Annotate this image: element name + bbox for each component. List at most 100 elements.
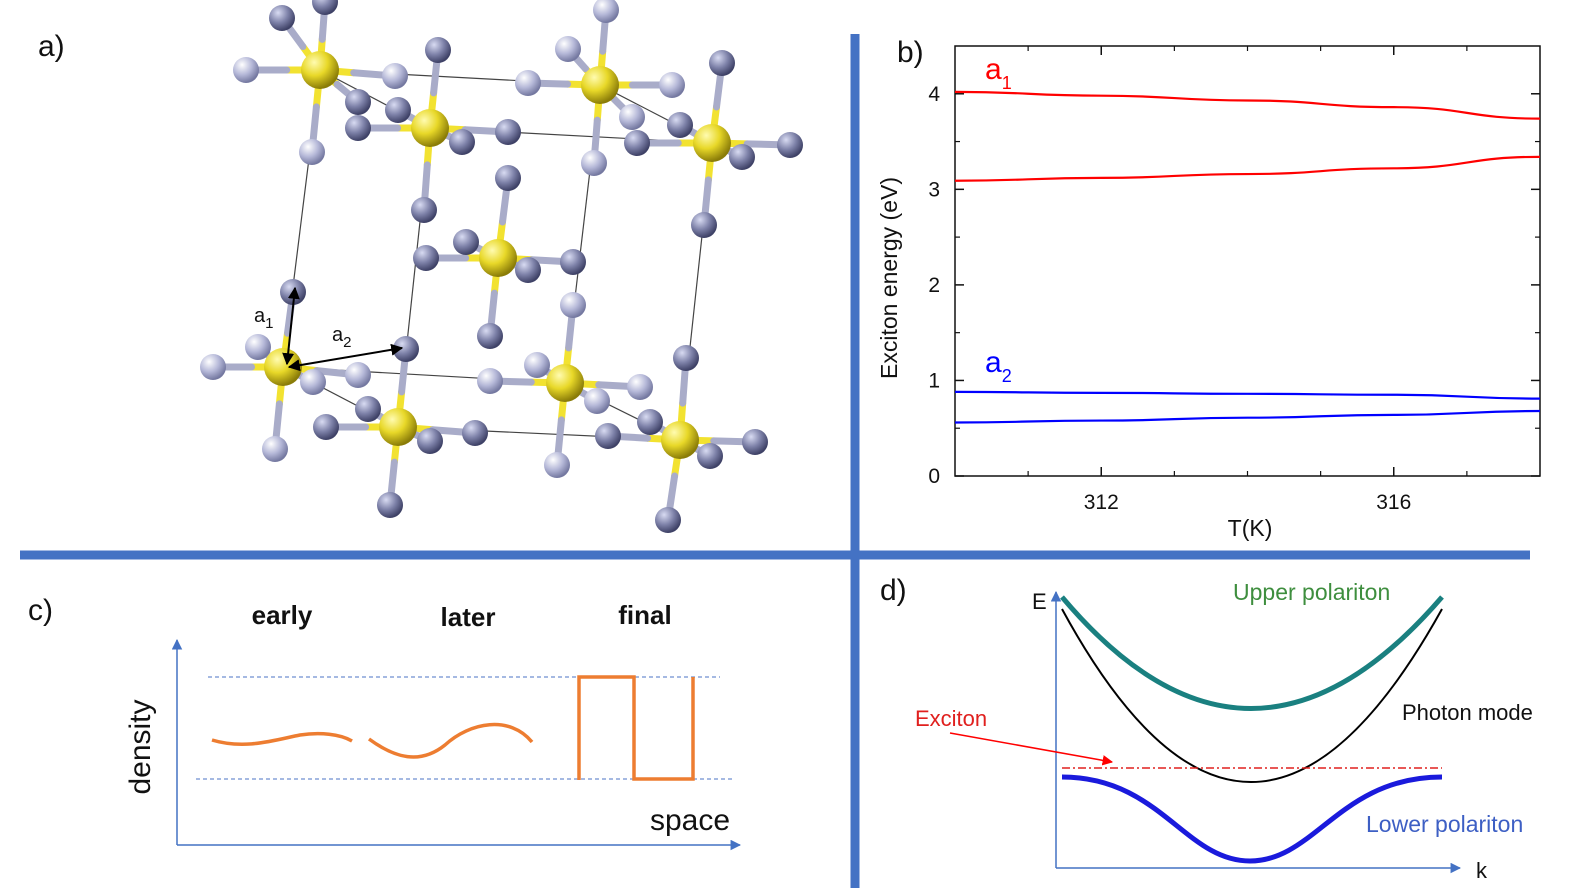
panel-c-label: c) (28, 594, 53, 627)
ligand-atom (691, 212, 717, 238)
y-tick-label: 2 (928, 274, 940, 297)
ligand-atom (595, 423, 621, 449)
ligand-atom (729, 144, 755, 170)
ligand-atom (581, 150, 607, 176)
photon-mode-label: Photon mode (1402, 700, 1533, 725)
ligand-atom (385, 97, 411, 123)
metal-atom (264, 348, 302, 386)
upper-polariton-label: Upper polariton (1233, 579, 1390, 605)
ligand-atom (560, 249, 586, 275)
x-tick-label: 316 (1376, 491, 1411, 514)
momentum-axis-label: k (1476, 858, 1488, 883)
ligand-atom (515, 257, 541, 283)
energy-axis-label: E (1032, 589, 1047, 614)
panel-d: d) E k Upper polariton Photon mode Excit… (880, 574, 1533, 883)
ligand-atom (299, 139, 325, 165)
y-tick-label: 4 (928, 83, 940, 106)
upper-polariton-curve (1060, 595, 1444, 711)
ligand-atom (555, 36, 581, 62)
metal-atom (411, 109, 449, 147)
exciton-arrow (949, 732, 1114, 766)
ligand-atom (453, 229, 479, 255)
ligand-atom (345, 115, 371, 141)
ligand-atom (462, 420, 488, 446)
stage-label-early: early (252, 600, 313, 630)
ligand-atom (655, 507, 681, 533)
density-curve-later (367, 722, 534, 759)
ligand-atom (624, 130, 650, 156)
series-line-a2-2 (954, 390, 1541, 400)
metal-atom (693, 124, 731, 162)
y-tick-label: 0 (928, 465, 940, 488)
lower-polariton-curve (1061, 774, 1443, 864)
ligand-atom (413, 245, 439, 271)
density-axis-label: density (124, 699, 157, 794)
ligand-atom (345, 362, 371, 388)
ligand-atom (709, 50, 735, 76)
ligand-atom (515, 70, 541, 96)
ligand-atom (262, 436, 288, 462)
metal-atom (581, 66, 619, 104)
ligand-atom (200, 354, 226, 380)
lower-polariton-label: Lower polariton (1366, 811, 1523, 837)
metal-atom (661, 421, 699, 459)
ligand-atom (667, 112, 693, 138)
ligand-atom (495, 165, 521, 191)
atoms (200, 0, 803, 533)
x-axis-label: T(K) (1228, 515, 1273, 541)
vector-a1-label: a1 (254, 305, 273, 332)
ligand-atom (627, 374, 653, 400)
chart-ticks: 0 1 2 3 4 312 316 (928, 46, 1540, 514)
exciton-label: Exciton (915, 706, 987, 731)
stage-label-final: final (618, 600, 671, 630)
space-axis-label: space (650, 804, 730, 837)
ligand-atom (417, 428, 443, 454)
stage-label-later: later (441, 602, 496, 632)
ligand-atom (584, 388, 610, 414)
metal-atom (379, 408, 417, 446)
ligand-atom (477, 368, 503, 394)
ligand-atom (377, 492, 403, 518)
ligand-atom (382, 63, 408, 89)
ligand-atom (560, 292, 586, 318)
ligand-atom (477, 323, 503, 349)
density-curve-early (211, 731, 353, 747)
ligand-atom (637, 409, 663, 435)
y-tick-label: 1 (928, 369, 940, 392)
ligand-atom (742, 429, 768, 455)
ligand-atom (312, 0, 338, 15)
series-line-a1-1 (954, 155, 1541, 182)
y-axis-label: Exciton energy (eV) (876, 177, 902, 379)
ligand-atom (659, 72, 685, 98)
ligand-atom (673, 345, 699, 371)
series-line-a1-0 (954, 90, 1541, 120)
panel-b-label: b) (897, 36, 924, 69)
ligand-atom (411, 197, 437, 223)
metal-atom (479, 239, 517, 277)
ligand-atom (300, 369, 326, 395)
panel-d-label: d) (880, 574, 907, 607)
ligand-atom (345, 89, 371, 115)
ligand-atom (245, 334, 271, 360)
ligand-atom (524, 352, 550, 378)
ligand-atom (355, 396, 381, 422)
chart-series (954, 90, 1541, 424)
panel-a: a) a1 a2 (38, 0, 803, 533)
panel-c: c) early later final density space (28, 594, 742, 851)
series-label-a1: a1 (985, 53, 1012, 93)
ligand-atom (313, 414, 339, 440)
series-label-a2: a2 (985, 346, 1012, 386)
vector-a2-label: a2 (332, 324, 351, 351)
ligand-atom (269, 5, 295, 31)
ligand-atom (544, 452, 570, 478)
ligand-atom (233, 57, 259, 83)
metal-atom (301, 51, 339, 89)
ligand-atom (449, 129, 475, 155)
series-line-a2-3 (954, 409, 1541, 424)
vector-a2-arrow (287, 343, 404, 372)
metal-atom (546, 364, 584, 402)
ligand-atom (777, 132, 803, 158)
ligand-atom (495, 119, 521, 145)
